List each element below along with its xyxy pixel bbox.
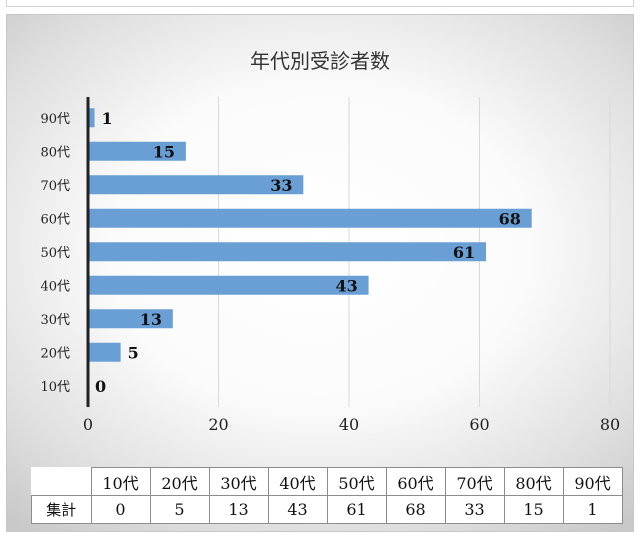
bar [88,175,304,195]
bars [86,97,532,407]
table-col-header: 60代 [385,467,446,496]
table-col-header: 80代 [503,467,564,496]
category-label: 30代 [40,313,70,328]
bar-chart: 年代別受診者数 90代 80代 70代 60代 50代 40代 30代 20代 10代 0 20 4… [40,49,620,434]
table-cell: 15 [503,495,564,524]
data-label: 0 [95,377,106,396]
data-label: 43 [335,276,357,295]
data-label: 61 [453,243,475,262]
category-label: 90代 [40,112,70,127]
data-label: 15 [153,142,175,161]
bar [88,342,121,362]
data-label: 5 [128,343,139,362]
table-cell: 1 [562,495,623,524]
table-cell: 43 [267,495,328,524]
category-label: 80代 [40,145,70,160]
table-cell: 0 [90,495,151,524]
x-tick-label: 40 [339,415,359,434]
table-col-header: 90代 [562,467,623,496]
table-cell: 5 [149,495,210,524]
table-col-header: 10代 [90,467,151,496]
data-labels: 1 15 33 68 61 43 135 0 [95,109,521,396]
table-col-header: 50代 [326,467,387,496]
category-label: 60代 [40,212,70,227]
bar [88,309,173,329]
bar [88,108,95,128]
category-label: 50代 [40,246,70,261]
data-label: 1 [102,109,113,128]
x-tick-labels: 0 20 40 60 80 [83,415,620,434]
x-tick-label: 20 [208,415,228,434]
table-col-header: 40代 [267,467,328,496]
table-cell: 33 [444,495,505,524]
table-col-header: 30代 [208,467,269,496]
table-cell: 13 [208,495,269,524]
category-label: 10代 [40,380,70,395]
chart-title: 年代別受診者数 [250,49,390,73]
bar [88,141,186,161]
data-label: 13 [140,310,162,329]
table-col-header: 70代 [444,467,505,496]
table-corner [31,467,92,496]
data-label: 68 [499,209,521,228]
summary-table: 10代 20代 30代 40代 50代 60代 70代 80代 90代 集計 0… [31,467,623,524]
category-label: 70代 [40,179,70,194]
x-tick-label: 60 [469,415,489,434]
x-tick-label: 0 [83,415,93,434]
table-cell: 61 [326,495,387,524]
x-tick-label: 80 [600,415,620,434]
chart-panel: 年代別受診者数 90代 80代 70代 60代 50代 40代 30代 20代 10代 0 20 4… [6,14,634,532]
table-col-header: 20代 [149,467,210,496]
data-label: 33 [270,176,292,195]
table-cell: 68 [385,495,446,524]
category-labels: 90代 80代 70代 60代 50代 40代 30代 20代 10代 [40,112,70,395]
category-label: 20代 [40,346,70,361]
table-header-row: 10代 20代 30代 40代 50代 60代 70代 80代 90代 [31,467,623,496]
table-row-label: 集計 [31,495,92,524]
category-label: 40代 [40,279,70,294]
top-strip [6,0,634,7]
bar [88,275,369,295]
table-row: 集計 0 5 13 43 61 68 33 15 1 [31,495,623,524]
bar [88,208,532,228]
bar [88,242,487,262]
